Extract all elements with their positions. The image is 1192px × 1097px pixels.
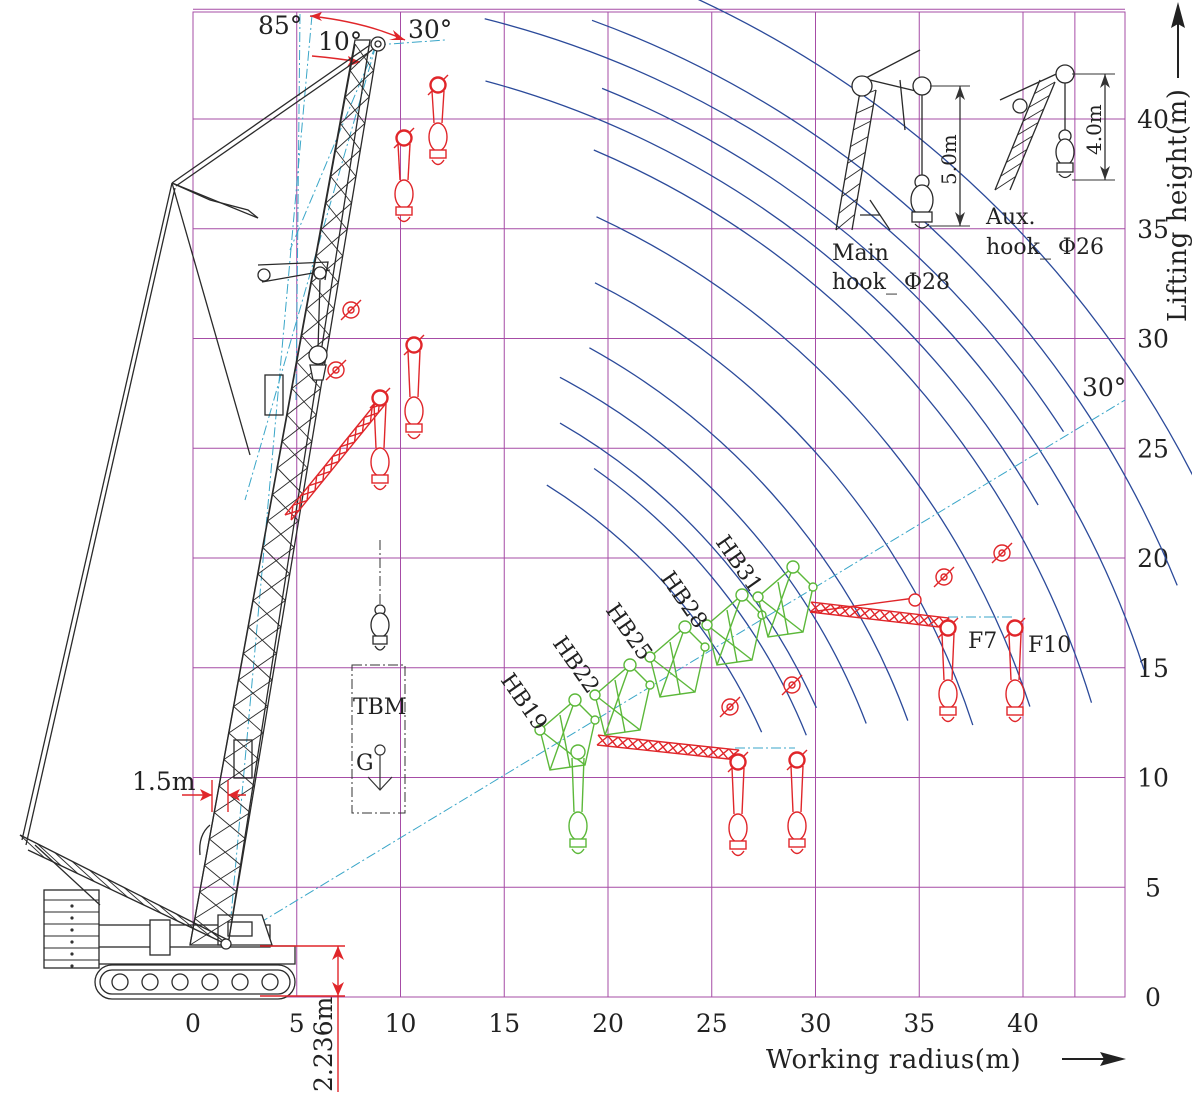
y-tick-label: 30 [1137, 325, 1169, 354]
strut-mast [171, 44, 373, 456]
range-arc [601, 87, 1145, 670]
x-tick-label: 20 [592, 1009, 624, 1038]
boom-tip [534, 693, 600, 771]
x-axis-title: Working radius(m) [766, 1045, 1021, 1075]
jib-label-f7: F7 [968, 629, 997, 654]
range-arc [559, 422, 817, 709]
dimension-pivot-height: 2.236m [260, 945, 345, 1092]
jib-label-f10: F10 [1028, 633, 1071, 658]
centerlines [227, 13, 1126, 951]
dim-offset-label: 1.5m [132, 767, 196, 796]
range-arc [593, 467, 807, 736]
x-tick-label: 0 [185, 1009, 201, 1038]
tbm-label: TBM [353, 695, 406, 720]
aux-hook-inset: 4.0m Aux. hook_ Φ26 [985, 64, 1115, 260]
range-arc [589, 347, 909, 721]
y-tick-label: 20 [1137, 544, 1169, 573]
range-arc [697, 0, 1192, 476]
main-hook-label-2: hook_ Φ28 [832, 270, 950, 295]
x-tick-label: 5 [289, 1009, 305, 1038]
x-tick-label: 10 [385, 1009, 417, 1038]
main-hook-height: 5.0m [937, 134, 961, 185]
boom-label: HB19 [495, 669, 552, 735]
y-axis-title: Lifting height(m) [1163, 89, 1192, 322]
back-mast [19, 182, 229, 946]
angle-right: 30° [1082, 373, 1126, 402]
boom-label: HB31 [710, 531, 767, 597]
x-tick-label: 40 [1007, 1009, 1039, 1038]
x-tick-label: 30 [800, 1009, 832, 1038]
luffing-jib [284, 74, 1026, 857]
dimension-offset: 1.5m [132, 767, 246, 812]
tbm-hook [370, 604, 390, 651]
aux-hook-label-2: hook_ Φ26 [986, 235, 1104, 260]
y-tick-label: 25 [1137, 434, 1169, 463]
boom-label: HB25 [600, 599, 657, 665]
angle-max-boom: 85° [258, 11, 302, 40]
boom-tip [752, 560, 818, 638]
y-tick-label: 10 [1137, 764, 1169, 793]
y-axis-arrow [1171, 2, 1185, 78]
range-arc [593, 149, 1093, 703]
range-arc [546, 484, 763, 733]
main-hook-label-1: Main [832, 241, 889, 266]
range-arc [485, 80, 1039, 506]
main-boom [189, 36, 386, 950]
boom-tip-variants [534, 560, 818, 855]
aux-hook-drawing [994, 64, 1075, 191]
main-hook-drawing [835, 49, 934, 231]
tbm-cg-label: G [356, 751, 374, 776]
grid [192, 8, 1126, 998]
x-axis-arrow [1062, 1052, 1126, 1066]
y-tick-label: 0 [1145, 983, 1161, 1012]
boom-label: HB22 [547, 632, 604, 698]
angle-jib-max: 30° [408, 15, 452, 44]
working-range-arcs [484, 0, 1192, 736]
range-arc [596, 216, 1031, 707]
range-arc [559, 376, 867, 724]
y-tick-label: 5 [1145, 873, 1161, 902]
boom-tip [644, 620, 710, 698]
x-tick-label: 25 [696, 1009, 728, 1038]
dim-pivot-label: 2.236m [309, 996, 338, 1092]
y-tick-label: 35 [1137, 215, 1169, 244]
x-tick-label: 35 [903, 1009, 935, 1038]
y-tick-labels: 0 5 10 15 20 25 30 35 40 [1137, 105, 1169, 1012]
x-tick-label: 15 [488, 1009, 520, 1038]
aux-hook-height: 4.0m [1082, 104, 1106, 155]
main-hook-inset: 5.0m Main hook_ Φ28 [832, 49, 970, 295]
aux-hook-label-1: Aux. [985, 205, 1035, 230]
x-tick-labels: 0 5 10 15 20 25 30 35 40 [185, 1009, 1039, 1038]
range-arc [484, 18, 1065, 433]
y-tick-label: 15 [1137, 654, 1169, 683]
crawler-base [43, 889, 296, 1000]
tbm-load: TBM G [351, 604, 406, 814]
range-arc [591, 19, 1178, 586]
y-tick-label: 40 [1137, 105, 1169, 134]
boom-tip [589, 658, 655, 736]
